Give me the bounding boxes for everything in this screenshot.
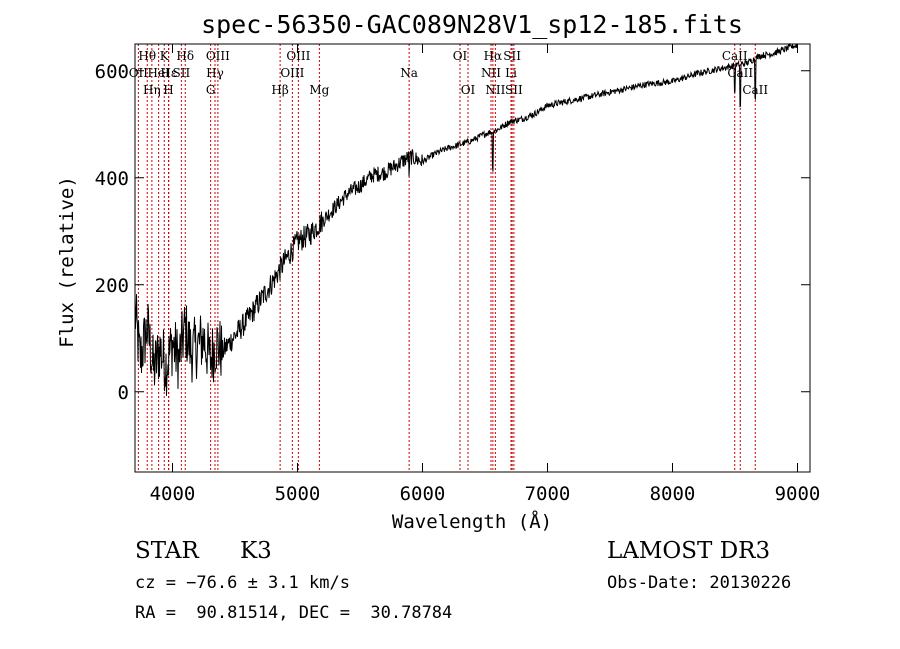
redshift-text: cz = −76.6 ± 3.1 km/s <box>135 573 350 593</box>
spectral-line-markers <box>137 44 756 472</box>
line-label: CaII <box>722 49 748 63</box>
line-label: Hβ <box>271 83 288 97</box>
x-tick-label: 6000 <box>400 483 446 505</box>
line-label: OIII <box>280 66 304 80</box>
line-label: G <box>206 83 216 97</box>
axis-ticks: 4000 5000 6000 7000 8000 9000 0 200 400 600 <box>95 44 821 505</box>
y-axis-label: Flux (relative) <box>56 176 78 348</box>
line-label: HeI <box>147 66 170 80</box>
x-axis-label: Wavelength (Å) <box>392 510 552 533</box>
x-tick-label: 7000 <box>525 483 571 505</box>
line-label: NII <box>481 66 501 80</box>
line-label: Hη <box>143 83 161 97</box>
y-tick-label: 0 <box>118 382 129 404</box>
y-tick-label: 600 <box>95 61 129 83</box>
chart-title: spec-56350-GAC089N28V1_sp12-185.fits <box>201 10 743 39</box>
x-tick-label: 8000 <box>650 483 696 505</box>
line-label: Na <box>400 66 418 80</box>
line-label: Hγ <box>206 66 224 80</box>
line-label: SII <box>173 66 191 80</box>
line-label: OI <box>461 83 476 97</box>
line-label: SII <box>503 49 521 63</box>
line-label: NII <box>485 83 505 97</box>
x-tick-label: 4000 <box>150 483 196 505</box>
coordinates: RA = 90.81514, DEC = 30.78784 <box>135 603 453 623</box>
spectrum-line <box>134 42 798 396</box>
line-label: H <box>163 83 173 97</box>
y-tick-label: 200 <box>95 275 129 297</box>
object-subclass: K3 <box>240 538 272 564</box>
line-label: SII <box>505 83 523 97</box>
line-label: Hδ <box>176 49 194 63</box>
line-label: Li <box>505 66 517 80</box>
x-tick-label: 5000 <box>275 483 321 505</box>
survey-name: LAMOST DR3 <box>607 538 771 564</box>
y-tick-label: 400 <box>95 168 129 190</box>
x-tick-label: 9000 <box>775 483 821 505</box>
line-label: Hε <box>160 66 177 80</box>
plot-frame <box>134 43 811 473</box>
line-label: Hθ <box>138 49 156 63</box>
line-label: OIII <box>286 49 310 63</box>
obs-date: Obs-Date: 20130226 <box>607 573 792 593</box>
line-label: OI <box>453 49 468 63</box>
line-label: OIII <box>206 49 230 63</box>
line-label: Mg <box>309 83 329 97</box>
object-class: STAR <box>135 538 199 564</box>
line-label: OII <box>129 66 149 80</box>
line-label: Hα <box>484 49 503 63</box>
line-label: K <box>160 49 170 63</box>
